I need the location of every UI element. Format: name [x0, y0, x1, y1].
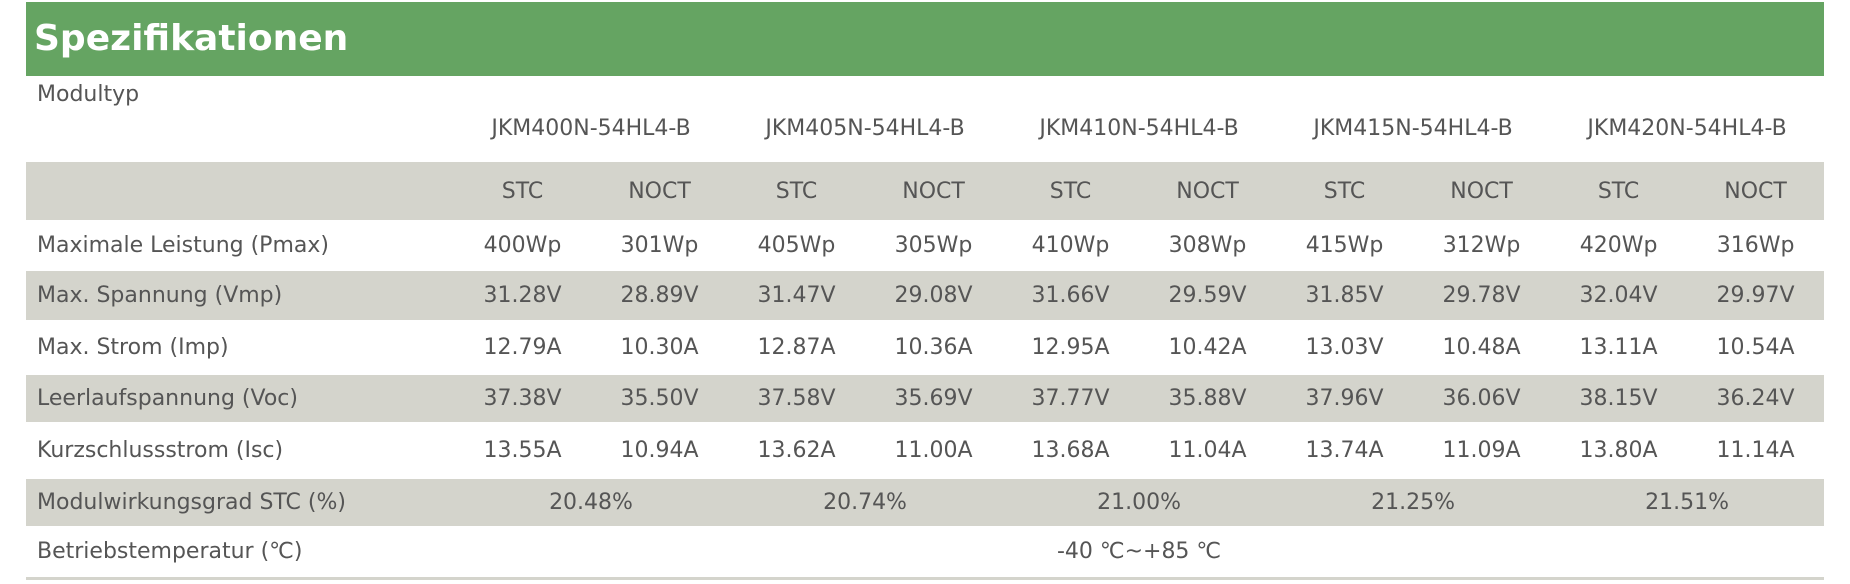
- value-cell: 10.30A: [620, 335, 699, 360]
- value-cell: 400Wp: [483, 233, 562, 258]
- condition-label: STC: [1597, 178, 1640, 204]
- value-cell: 21.00%: [1097, 490, 1181, 515]
- value-cell: 13.11A: [1579, 335, 1658, 360]
- model-row: Modultyp JKM400N-54HL4-B JKM405N-54HL4-B JK…: [26, 76, 1824, 162]
- value-cell: 10.94A: [620, 438, 699, 463]
- value-cell: 37.58V: [757, 386, 836, 411]
- value-cell: 38.15V: [1579, 386, 1658, 411]
- efficiency-row: Modulwirkungsgrad STC (%) 20.48% 20.74% 21.…: [26, 479, 1825, 526]
- value-cell: 29.97V: [1716, 283, 1795, 308]
- value-cell: 21.51%: [1645, 490, 1730, 515]
- value-cell: 12.95A: [1031, 335, 1110, 360]
- value-cell: 37.77V: [1031, 386, 1110, 411]
- condition-row: STC NOCT STC NOCT STC NOCT STC NOCT STC NOCT: [26, 162, 1825, 220]
- value-cell: 20.74%: [823, 490, 907, 515]
- value-cell: 31.85V: [1305, 283, 1384, 308]
- model-name: JKM415N-54HL4-B: [1313, 115, 1513, 141]
- row-label: Max. Spannung (Vmp): [37, 283, 283, 308]
- value-cell: 10.42A: [1168, 335, 1247, 360]
- condition-label: STC: [1049, 178, 1092, 204]
- value-cell: 13.03V: [1305, 335, 1384, 360]
- value-cell: 37.38V: [483, 386, 562, 411]
- row-label: Betriebstemperatur (℃): [37, 538, 303, 564]
- value-cell: 29.78V: [1442, 283, 1521, 308]
- value-cell: 31.66V: [1031, 283, 1110, 308]
- value-cell: 37.96V: [1305, 386, 1384, 411]
- value-cell: 305Wp: [894, 233, 973, 258]
- model-name: JKM400N-54HL4-B: [491, 115, 691, 141]
- model-name: JKM420N-54HL4-B: [1587, 115, 1787, 141]
- value-cell: 316Wp: [1716, 233, 1795, 258]
- row-label: Kurzschlussstrom (Isc): [37, 438, 284, 463]
- data-row: Maximale Leistung (Pmax) 400Wp 301Wp 405Wp 3…: [26, 220, 1824, 271]
- value-cell: -40 ℃~+85 ℃: [1056, 538, 1222, 564]
- value-cell: 11.09A: [1442, 438, 1521, 463]
- value-cell: 35.88V: [1168, 386, 1247, 411]
- value-cell: 36.24V: [1716, 386, 1795, 411]
- data-row: Max. Strom (Imp) 12.79A 10.30A 12.87A 10.36A…: [26, 320, 1824, 375]
- temperature-row: Betriebstemperatur (℃) -40 ℃~+85 ℃: [26, 526, 1824, 578]
- data-row: Kurzschlussstrom (Isc) 13.55A 10.94A 13.62A…: [26, 422, 1824, 479]
- row-label: Modultyp: [37, 82, 140, 107]
- row-label: Maximale Leistung (Pmax): [37, 233, 329, 258]
- value-cell: 13.68A: [1031, 438, 1110, 463]
- value-cell: 29.59V: [1168, 283, 1247, 308]
- row-label: Modulwirkungsgrad STC (%): [37, 490, 346, 515]
- value-cell: 28.89V: [620, 283, 699, 308]
- value-cell: 312Wp: [1442, 233, 1521, 258]
- value-cell: 10.48A: [1442, 335, 1521, 360]
- value-cell: 31.47V: [757, 283, 836, 308]
- condition-label: STC: [501, 178, 544, 204]
- condition-label: STC: [1323, 178, 1366, 204]
- condition-label: NOCT: [1450, 178, 1513, 204]
- value-cell: 420Wp: [1579, 233, 1658, 258]
- value-cell: 32.04V: [1579, 283, 1658, 308]
- model-name: JKM405N-54HL4-B: [765, 115, 965, 141]
- spec-table: Modultyp JKM400N-54HL4-B JKM405N-54HL4-B JK…: [26, 76, 1825, 580]
- value-cell: 12.87A: [757, 335, 836, 360]
- value-cell: 301Wp: [620, 233, 699, 258]
- value-cell: 308Wp: [1168, 233, 1247, 258]
- value-cell: 13.80A: [1579, 438, 1658, 463]
- value-cell: 415Wp: [1305, 233, 1384, 258]
- section-title: Spezifikationen: [26, 2, 1824, 76]
- value-cell: 35.69V: [894, 386, 973, 411]
- condition-label: NOCT: [628, 178, 691, 204]
- value-cell: 13.62A: [757, 438, 836, 463]
- value-cell: 29.08V: [894, 283, 973, 308]
- value-cell: 35.50V: [620, 386, 699, 411]
- data-row: Leerlaufspannung (Voc) 37.38V 35.50V 37.58V…: [26, 375, 1825, 422]
- value-cell: 31.28V: [483, 283, 562, 308]
- row-label: Leerlaufspannung (Voc): [37, 386, 298, 411]
- value-cell: 21.25%: [1371, 490, 1455, 515]
- value-cell: 13.74A: [1305, 438, 1384, 463]
- value-cell: 11.00A: [894, 438, 973, 463]
- value-cell: 11.14A: [1716, 438, 1795, 463]
- condition-label: NOCT: [1176, 178, 1239, 204]
- value-cell: 13.55A: [483, 438, 562, 463]
- data-row: Max. Spannung (Vmp) 31.28V 28.89V 31.47V 29.…: [26, 271, 1825, 320]
- empty-cell: [26, 162, 454, 220]
- row-label: Max. Strom (Imp): [37, 335, 229, 360]
- condition-label: NOCT: [902, 178, 965, 204]
- model-name: JKM410N-54HL4-B: [1039, 115, 1239, 141]
- spec-panel: Spezifikationen Modultyp JKM400N-54HL4-B J…: [26, 2, 1825, 580]
- value-cell: 36.06V: [1442, 386, 1521, 411]
- value-cell: 10.54A: [1716, 335, 1795, 360]
- condition-label: NOCT: [1724, 178, 1787, 204]
- value-cell: 20.48%: [549, 490, 633, 515]
- condition-label: STC: [775, 178, 818, 204]
- value-cell: 405Wp: [757, 233, 836, 258]
- value-cell: 410Wp: [1031, 233, 1110, 258]
- value-cell: 11.04A: [1168, 438, 1247, 463]
- value-cell: 12.79A: [483, 335, 562, 360]
- value-cell: 10.36A: [894, 335, 973, 360]
